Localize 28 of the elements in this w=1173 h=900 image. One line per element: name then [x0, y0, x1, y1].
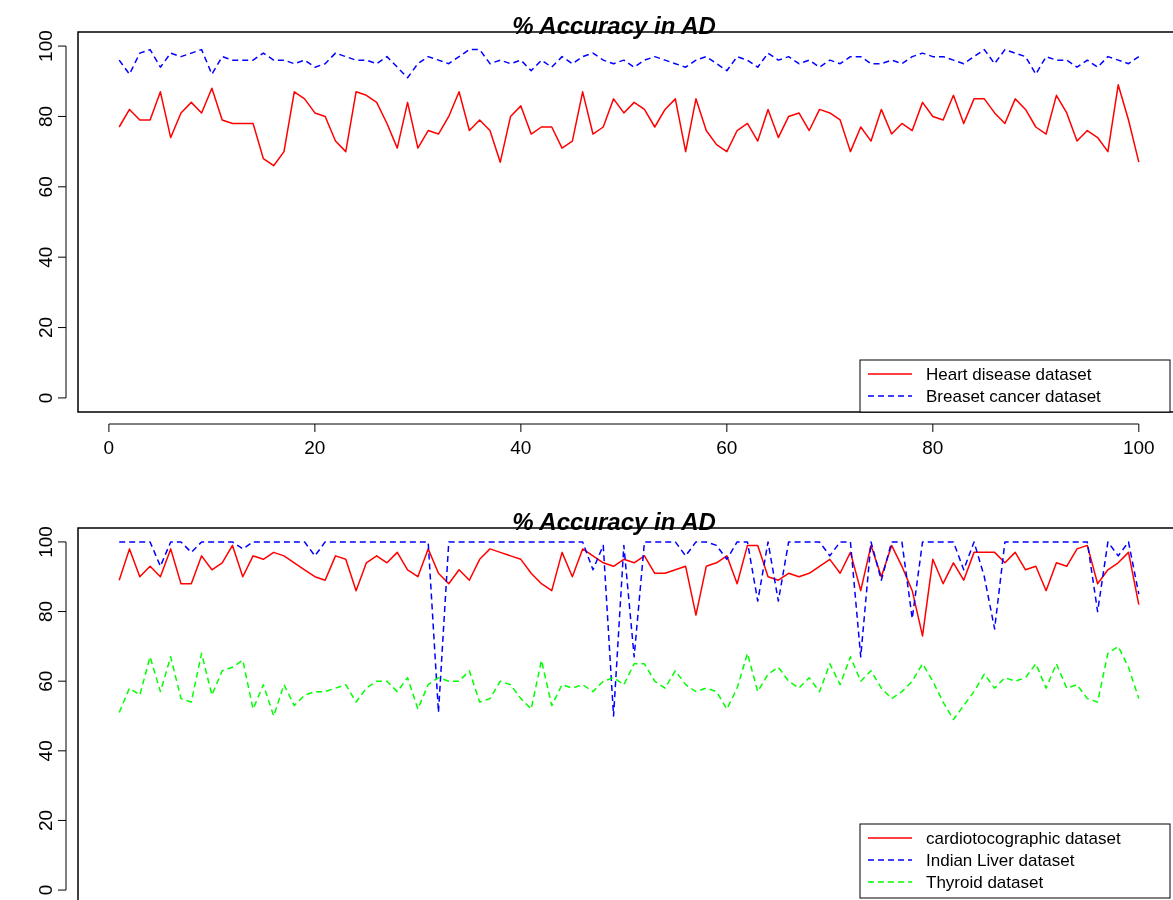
- line-series: [118, 48, 1140, 79]
- line-series: [118, 541, 1140, 717]
- legend-label: Thyroid dataset: [926, 873, 1044, 892]
- line-series: [118, 544, 1140, 637]
- y-tick-label: 20: [35, 809, 56, 832]
- legend-label: Indian Liver dataset: [926, 851, 1075, 870]
- y-tick-label: 40: [35, 246, 56, 268]
- x-tick-label: 0: [103, 437, 115, 458]
- y-tick-label: 0: [35, 884, 56, 896]
- line-series: [118, 84, 1140, 167]
- legend-label: Breaset cancer dataset: [926, 387, 1102, 406]
- y-tick-label: 80: [35, 105, 56, 128]
- x-tick-label: 80: [922, 437, 944, 458]
- legend-label: Heart disease dataset: [926, 365, 1092, 384]
- y-tick-label: 80: [35, 600, 56, 623]
- y-tick-label: 60: [35, 670, 56, 692]
- x-tick-label: 40: [510, 437, 532, 458]
- y-tick-label: 100: [35, 30, 56, 62]
- x-tick-label: 20: [304, 437, 326, 458]
- x-tick-label: 60: [716, 437, 738, 458]
- line-series: [118, 645, 1140, 721]
- y-tick-label: 0: [35, 392, 56, 404]
- y-tick-label: 40: [35, 740, 56, 762]
- y-tick-label: 20: [35, 316, 56, 339]
- x-tick-label: 100: [1122, 437, 1155, 458]
- legend-label: cardiotocographic dataset: [926, 829, 1121, 848]
- y-tick-label: 100: [35, 526, 56, 558]
- y-tick-label: 60: [35, 176, 56, 198]
